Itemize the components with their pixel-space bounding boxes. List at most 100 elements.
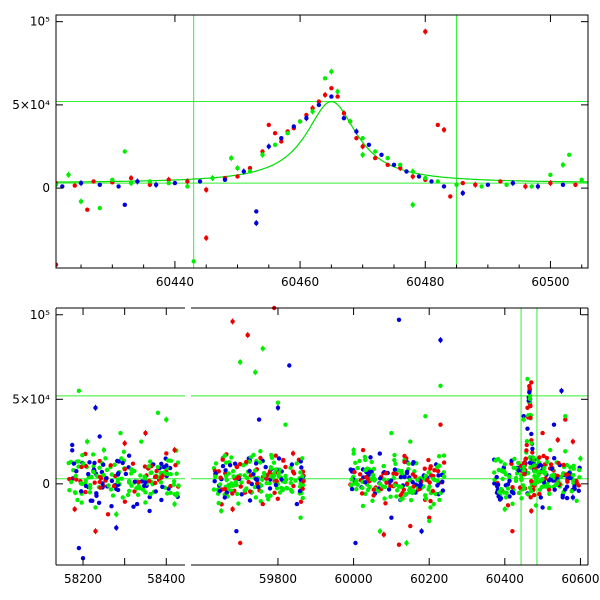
data-point: [563, 417, 568, 422]
data-point: [426, 470, 431, 475]
data-point: [260, 346, 265, 351]
data-point: [417, 484, 422, 489]
data-point: [531, 463, 537, 468]
data-point: [530, 446, 535, 451]
data-point: [279, 139, 284, 144]
season-cloud: [66, 442, 181, 509]
data-point: [164, 451, 169, 456]
data-point: [544, 455, 550, 461]
data-point: [234, 529, 239, 534]
data-point: [384, 480, 389, 485]
data-point: [384, 471, 389, 476]
data-point: [111, 483, 117, 489]
data-point: [533, 503, 539, 508]
y-tick-label: 5×10⁴: [12, 98, 50, 112]
data-point: [329, 69, 334, 74]
data-point: [577, 475, 582, 480]
data-point: [565, 479, 570, 484]
data-point: [301, 479, 306, 484]
data-point: [310, 106, 315, 111]
data-point: [66, 172, 71, 177]
data-point: [373, 155, 378, 161]
data-point: [140, 487, 146, 492]
data-point: [70, 448, 75, 453]
data-point: [352, 469, 357, 475]
data-point: [93, 505, 98, 510]
data-point: [329, 94, 334, 99]
data-point: [132, 489, 137, 494]
data-point: [507, 478, 512, 483]
data-point: [513, 475, 519, 481]
data-point: [128, 175, 134, 181]
data-point: [529, 479, 534, 484]
data-point: [512, 456, 517, 462]
data-point: [357, 472, 363, 477]
data-point: [556, 460, 561, 466]
data-point: [385, 155, 390, 161]
data-point: [503, 472, 509, 477]
data-point: [567, 152, 572, 157]
data-point: [274, 478, 279, 484]
data-point: [76, 388, 82, 393]
data-point: [72, 507, 77, 512]
data-point: [440, 488, 446, 493]
data-point: [217, 488, 222, 494]
data-point: [85, 207, 90, 212]
data-point: [260, 149, 265, 154]
y-tick-label: 10⁵: [30, 308, 50, 322]
data-point: [473, 182, 478, 187]
data-point: [365, 477, 371, 482]
data-point: [435, 179, 440, 184]
data-point: [525, 492, 531, 497]
data-point: [428, 466, 433, 471]
data-point: [527, 485, 533, 490]
data-point: [185, 184, 190, 189]
data-point: [258, 455, 263, 461]
data-point: [254, 477, 260, 482]
data-point: [373, 149, 378, 154]
data-point: [97, 479, 103, 485]
data-point: [274, 486, 280, 491]
data-point: [220, 457, 225, 462]
data-point: [427, 484, 432, 489]
data-point: [351, 451, 356, 456]
data-point: [555, 437, 560, 443]
data-point: [521, 464, 526, 470]
data-point: [438, 337, 443, 343]
data-point: [128, 180, 134, 186]
data-point: [164, 417, 169, 422]
data-point: [406, 461, 411, 466]
data-point: [392, 467, 398, 472]
data-point: [371, 466, 377, 472]
data-point: [523, 184, 528, 189]
data-point: [365, 487, 371, 493]
data-point: [408, 523, 413, 529]
data-point: [290, 451, 296, 456]
data-point: [230, 491, 235, 496]
x-tick-label: 60500: [531, 275, 569, 289]
data-point: [354, 482, 360, 487]
data-point: [74, 469, 79, 474]
green-series: [76, 345, 583, 547]
data-point: [88, 498, 94, 503]
data-point: [272, 490, 277, 495]
data-point: [440, 479, 445, 484]
data-point: [288, 465, 293, 470]
data-point: [218, 475, 223, 480]
data-point: [507, 474, 512, 479]
data-point: [419, 529, 424, 534]
data-point: [532, 492, 537, 498]
data-point: [298, 515, 303, 520]
data-point: [509, 489, 515, 494]
data-point: [528, 495, 533, 500]
data-point: [276, 456, 282, 461]
data-point: [430, 488, 436, 494]
data-point: [360, 152, 365, 157]
data-point: [523, 456, 529, 461]
data-point: [283, 422, 288, 427]
data-point: [256, 417, 262, 422]
data-point: [559, 388, 564, 393]
data-point: [521, 468, 527, 473]
data-point: [260, 501, 265, 507]
data-point: [360, 144, 365, 149]
